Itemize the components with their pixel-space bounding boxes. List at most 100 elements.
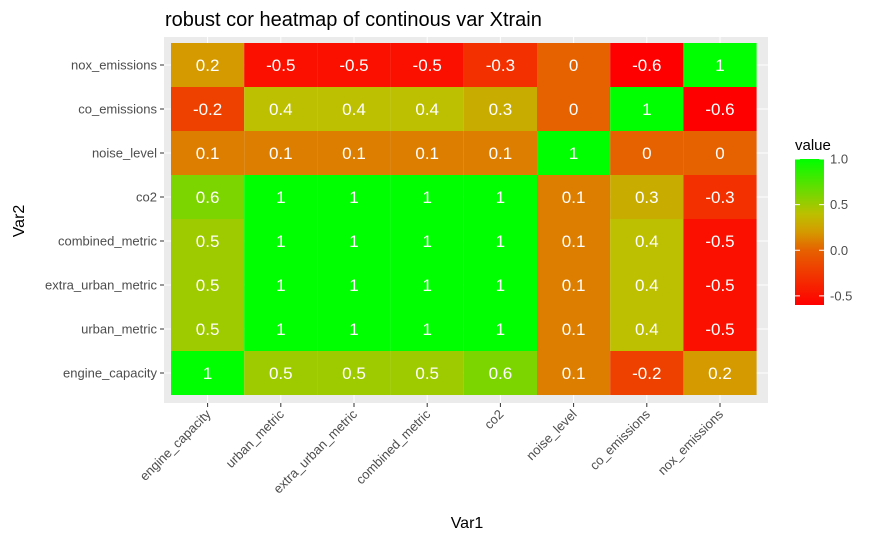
legend: value 1.0 0.5 0.0 -0.5 — [795, 137, 852, 305]
cell-value-label: 0.4 — [635, 232, 659, 251]
cell-value-label: 0.5 — [269, 364, 293, 383]
cell-value-label: 1 — [276, 320, 285, 339]
cell-value-label: 0.1 — [196, 144, 220, 163]
chart-title: robust cor heatmap of continous var Xtra… — [165, 9, 542, 31]
heatmap-cell — [171, 131, 245, 175]
cell-value-label: 1 — [422, 188, 431, 207]
heatmap-cell — [244, 87, 318, 131]
cell-value-label: -0.5 — [705, 320, 734, 339]
cell-value-label: 1 — [422, 320, 431, 339]
heatmap-cell — [683, 351, 757, 395]
y-tick-label: co_emissions — [78, 102, 157, 117]
heatmap-cell — [390, 131, 464, 175]
cell-value-label: 0.1 — [562, 320, 586, 339]
cell-value-label: 0 — [715, 144, 724, 163]
cell-value-label: 1 — [422, 276, 431, 295]
legend-tick-label: 1.0 — [830, 152, 848, 167]
y-tick-label: urban_metric — [81, 322, 157, 337]
y-tick-label: noise_level — [92, 146, 157, 161]
cell-value-label: 0.5 — [415, 364, 439, 383]
cell-value-label: 1 — [276, 188, 285, 207]
heatmap-cell — [244, 351, 318, 395]
cell-value-label: 0.2 — [196, 56, 220, 75]
heatmap-cell — [390, 175, 464, 219]
x-tick-label: combined_metric — [353, 406, 434, 487]
legend-ticks: 1.0 0.5 0.0 -0.5 — [795, 152, 852, 303]
legend-title: value — [795, 137, 831, 154]
cell-value-label: 0.5 — [196, 276, 220, 295]
cell-value-label: 1 — [715, 56, 724, 75]
heatmap-cell — [537, 175, 611, 219]
heatmap-cell — [244, 175, 318, 219]
cell-value-label: 0.3 — [489, 100, 513, 119]
legend-tick-label: 0.5 — [830, 197, 848, 212]
heatmap-cell — [390, 87, 464, 131]
heatmap-cell — [390, 263, 464, 307]
x-axis-title: Var1 — [451, 515, 484, 532]
cell-value-label: 0.2 — [708, 364, 732, 383]
cell-value-label: 0.5 — [342, 364, 366, 383]
cell-value-label: -0.5 — [266, 56, 295, 75]
heatmap-cell — [171, 219, 245, 263]
cell-value-label: 0.1 — [269, 144, 293, 163]
cell-value-label: 0.1 — [562, 188, 586, 207]
heatmap-cell — [683, 307, 757, 351]
heatmap-cell — [171, 87, 245, 131]
heatmap-cell — [683, 43, 757, 87]
heatmap-cell — [171, 307, 245, 351]
heatmap-cell — [463, 131, 537, 175]
heatmap-cell — [537, 219, 611, 263]
heatmap-cell — [463, 87, 537, 131]
cell-value-label: -0.6 — [632, 56, 661, 75]
cell-labels: 1 0.5 0.5 0.5 0.6 0.1 -0.2 0.2 0.5 1 1 1 1 0.1 0.4 -0.5… — [193, 56, 735, 383]
cell-value-label: 1 — [349, 232, 358, 251]
heatmap-cell — [463, 307, 537, 351]
cell-value-label: -0.3 — [705, 188, 734, 207]
cell-value-label: -0.5 — [705, 232, 734, 251]
cell-value-label: 1 — [276, 276, 285, 295]
heatmap-cell — [317, 263, 391, 307]
heatmap-cell — [317, 131, 391, 175]
y-tick-label: extra_urban_metric — [45, 278, 157, 293]
cell-value-label: 0.6 — [196, 188, 220, 207]
cell-value-label: 1 — [349, 276, 358, 295]
x-tick-label: co2 — [481, 407, 506, 432]
heatmap-cell — [683, 131, 757, 175]
heatmap-cell — [610, 43, 684, 87]
x-tick-label: noise_level — [523, 406, 580, 463]
cell-value-label: 0.1 — [415, 144, 439, 163]
cell-value-label: 0.1 — [489, 144, 513, 163]
heatmap-cell — [683, 219, 757, 263]
cell-value-label: 1 — [203, 364, 212, 383]
cell-value-label: -0.5 — [705, 276, 734, 295]
cell-value-label: 1 — [349, 188, 358, 207]
cell-value-label: 1 — [496, 276, 505, 295]
heatmap-cell — [317, 43, 391, 87]
heatmap-cell — [537, 307, 611, 351]
cell-value-label: 0.1 — [562, 276, 586, 295]
cell-value-label: 0 — [569, 56, 578, 75]
heatmap-cell — [463, 351, 537, 395]
heatmap-cell — [610, 87, 684, 131]
heatmap-cell — [317, 87, 391, 131]
legend-tick-label: 0.0 — [830, 243, 848, 258]
heatmap-cell — [610, 219, 684, 263]
cell-value-label: 1 — [349, 320, 358, 339]
cell-value-label: 0.1 — [562, 364, 586, 383]
cell-value-label: 1 — [496, 232, 505, 251]
cell-value-label: 0.5 — [196, 232, 220, 251]
heatmap-cell — [463, 263, 537, 307]
heatmap-cells — [171, 43, 757, 395]
heatmap-cell — [317, 175, 391, 219]
heatmap-cell — [683, 263, 757, 307]
cell-value-label: 0 — [569, 100, 578, 119]
cell-value-label: 0.4 — [635, 276, 659, 295]
y-tick-label: co2 — [136, 190, 157, 205]
cell-value-label: 1 — [569, 144, 578, 163]
heatmap-cell — [390, 307, 464, 351]
heatmap-cell — [244, 219, 318, 263]
heatmap-cell — [317, 351, 391, 395]
heatmap-cell — [537, 43, 611, 87]
cell-value-label: 1 — [422, 232, 431, 251]
cell-value-label: 0.3 — [635, 188, 659, 207]
